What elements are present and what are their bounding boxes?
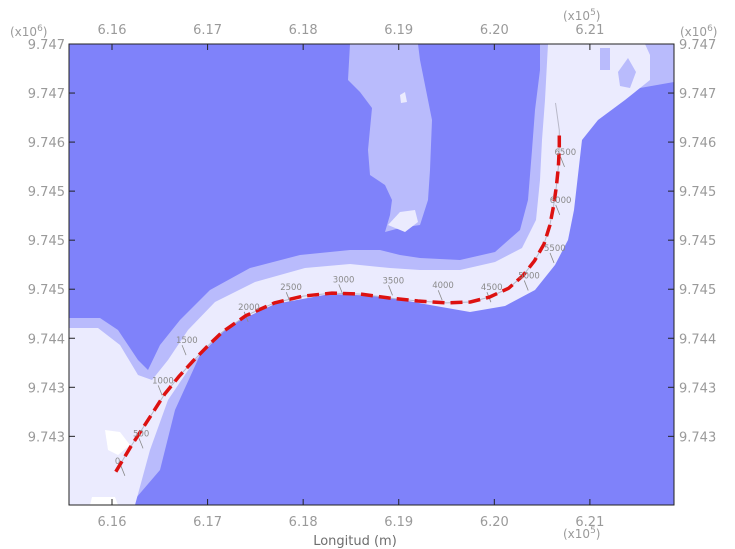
mid-depth-block — [600, 48, 610, 70]
milestone-label: 4500 — [481, 283, 503, 293]
shallow-inlet-tip — [388, 210, 418, 232]
milestone-label: 1000 — [152, 376, 174, 386]
milestone-label: 500 — [133, 429, 149, 439]
y-tick-label-right: 9.744 — [679, 332, 716, 347]
milestone-tick — [555, 204, 561, 216]
shallow-inlet-island — [400, 92, 407, 103]
milestone-label: 6500 — [555, 148, 577, 158]
y-tick-label-right: 9.745 — [679, 283, 716, 298]
x-tick-label-top: 6.20 — [480, 23, 509, 38]
milestone-tick — [338, 284, 344, 295]
y-tick-label: 9.743 — [28, 430, 65, 445]
y-tick-label: 9.746 — [28, 136, 65, 151]
milestone-tick — [388, 285, 393, 296]
y-tick-label-right: 9.743 — [679, 381, 716, 396]
milestone-label: 4000 — [432, 281, 454, 291]
x-tick-label-top: 6.19 — [384, 23, 413, 38]
milestone-tick — [181, 345, 187, 356]
milestone-label: 2500 — [280, 283, 302, 293]
mid-depth-islet — [618, 58, 636, 88]
milestone-label: 2000 — [238, 303, 260, 313]
y-tick-label-right: 9.746 — [679, 136, 716, 151]
milestone-tick — [549, 252, 555, 264]
milestone-label: 3500 — [382, 276, 404, 286]
y-tick-label-right: 9.747 — [679, 38, 716, 53]
y-tick-label: 9.743 — [28, 381, 65, 396]
x-tick-label: 6.19 — [384, 515, 413, 530]
y-tick-label: 9.747 — [28, 38, 65, 53]
x-tick-label: 6.20 — [480, 515, 509, 530]
y-tick-label-right: 9.743 — [679, 430, 716, 445]
y-tick-label: 9.745 — [28, 234, 65, 249]
milestone-tick — [138, 438, 144, 449]
milestone-label: 0 — [115, 457, 120, 467]
x-axis-label: Longitud (m) — [313, 534, 397, 549]
milestone-tick — [437, 290, 443, 301]
milestone-label: 5000 — [518, 271, 540, 281]
x-tick-label-top: 6.18 — [289, 23, 318, 38]
y-tick-label: 9.744 — [28, 332, 65, 347]
y-tick-label-right: 9.747 — [679, 87, 716, 102]
milestone-tick — [523, 280, 529, 291]
milestone-label: 5500 — [544, 244, 566, 254]
milestone-label: 6000 — [550, 196, 572, 206]
y-multiplier-right: (x106) — [680, 24, 717, 39]
white-patch-channel-start — [105, 430, 130, 455]
y-tick-label-right: 9.745 — [679, 234, 716, 249]
x-tick-label: 6.17 — [193, 515, 222, 530]
x-multiplier-bottom: (x105) — [563, 526, 600, 541]
y-tick-label: 9.747 — [28, 87, 65, 102]
y-axis-left: 9.747 9.747 9.746 9.745 9.745 9.745 9.744 9.743… — [28, 38, 75, 445]
x-tick-label-top: 6.16 — [98, 23, 127, 38]
x-axis-top: 6.16 6.17 6.18 6.19 6.20 6.21 — [98, 23, 604, 50]
milestone-label: 3000 — [333, 275, 355, 285]
mid-depth-inlet — [348, 44, 432, 232]
milestone-tick — [560, 156, 565, 167]
milestone-tick — [157, 385, 163, 396]
shallow-channel — [69, 44, 650, 505]
milestone-tick — [285, 292, 291, 303]
y-tick-label-right: 9.745 — [679, 185, 716, 200]
plot-frame — [68, 43, 675, 506]
milestone-ticks — [120, 156, 565, 476]
y-multiplier-left: (x106) — [10, 24, 47, 39]
milestone-labels: 0 500 1000 1500 2000 2500 3000 3500 4000 4500 5000… — [115, 148, 576, 467]
x-axis-bottom: 6.16 6.17 6.18 6.19 6.20 6.21 — [98, 499, 604, 530]
y-tick-label: 9.745 — [28, 283, 65, 298]
x-tick-label-top: 6.17 — [193, 23, 222, 38]
bathymetry-layer — [69, 44, 674, 505]
x-tick-label: 6.18 — [289, 515, 318, 530]
milestone-label: 1500 — [176, 336, 198, 346]
white-patch-southwest — [90, 497, 118, 505]
series-line-route — [114, 130, 562, 473]
y-tick-label: 9.745 — [28, 185, 65, 200]
x-tick-label: 6.16 — [98, 515, 127, 530]
x-multiplier-top: (x105) — [563, 8, 600, 23]
y-axis-right: 9.747 9.747 9.746 9.745 9.745 9.745 9.744 9.743… — [668, 38, 716, 445]
x-tick-label: 6.21 — [575, 515, 604, 530]
milestone-tick — [120, 465, 126, 476]
x-tick-label-top: 6.21 — [575, 23, 604, 38]
